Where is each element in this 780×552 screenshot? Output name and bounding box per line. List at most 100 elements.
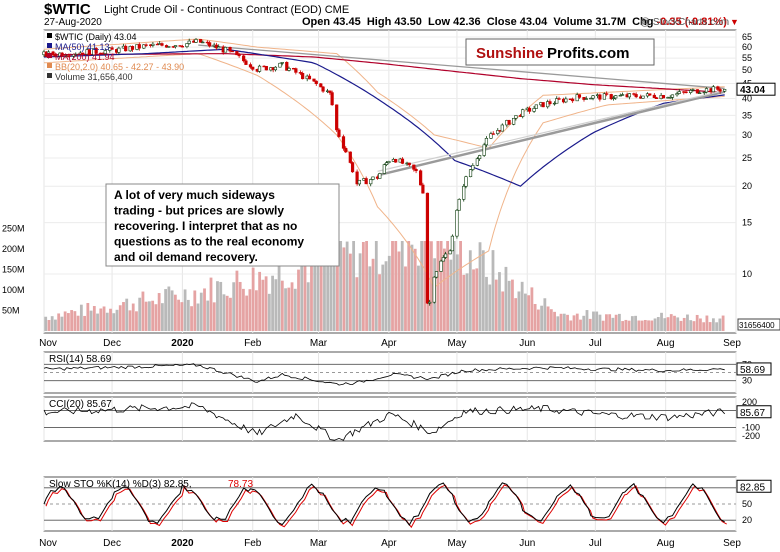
volume-bar: [507, 280, 511, 331]
price-candle-body: [555, 98, 559, 104]
price-candle-body: [691, 89, 695, 91]
volume-bar: [478, 242, 482, 331]
price-candle-body: [235, 51, 239, 56]
volume-bar: [705, 315, 709, 331]
bollinger-lower-line: [43, 53, 725, 289]
volume-tick-label: 50M: [2, 306, 20, 316]
price-candle-body: [571, 98, 575, 102]
price-candle-body: [552, 102, 557, 105]
volume-bar: [313, 243, 317, 331]
price-tick-label: 65: [742, 32, 752, 42]
volume-bar: [254, 290, 258, 331]
volume-bar: [177, 299, 180, 331]
volume-tick-label: 150M: [2, 265, 25, 275]
annotation-line: A lot of very much sideways: [114, 188, 275, 202]
price-candle-body: [512, 117, 516, 125]
rsi-line: [43, 363, 725, 386]
volume-bar: [157, 293, 161, 331]
volume-bar: [66, 313, 70, 331]
price-candle-body: [364, 178, 368, 185]
price-candle-body: [87, 49, 91, 56]
volume-bar: [125, 298, 129, 331]
price-candle-body: [475, 158, 479, 166]
volume-bar: [212, 302, 216, 331]
price-candle-body: [695, 89, 700, 94]
volume-bar: [60, 316, 64, 331]
volume-bar: [96, 313, 99, 331]
price-candle-body: [242, 55, 246, 62]
volume-bar: [348, 253, 352, 331]
price-tick-label: 35: [742, 110, 752, 120]
price-candle-body: [237, 54, 241, 57]
price-candle-body: [382, 164, 386, 174]
volume-bar: [199, 292, 203, 331]
volume-bar: [306, 282, 310, 331]
annotation-line: and oil demand recovery.: [114, 250, 258, 264]
volume-bar: [209, 277, 213, 331]
price-candle-body: [280, 61, 284, 64]
price-candle-body: [137, 44, 141, 49]
price-candle-body: [618, 95, 622, 97]
close-label: Close: [486, 16, 517, 28]
volume-bar: [472, 269, 475, 331]
volume-bar: [180, 302, 184, 331]
price-candle-body: [591, 95, 595, 99]
volume-bar: [297, 269, 300, 331]
volume-bar: [711, 318, 715, 331]
price-candle-body: [80, 52, 85, 55]
volume-bar: [54, 319, 57, 331]
volume-bar: [647, 320, 650, 331]
instrument-full-name: Light Crude Oil - Continuous Contract (E…: [104, 4, 322, 16]
volume-bar: [692, 321, 696, 331]
volume-bar: [585, 310, 589, 331]
price-candle-body: [335, 104, 339, 131]
price-candle-body: [534, 104, 538, 109]
price-candle-body: [507, 120, 511, 125]
price-candle-body: [244, 60, 248, 65]
legend-entry: MA(50) 41.13: [55, 42, 110, 52]
month-label-bottom: Sep: [723, 538, 741, 549]
month-label-top: Aug: [657, 338, 675, 349]
price-candle-body: [514, 115, 518, 119]
volume-bar: [569, 320, 573, 331]
price-candle-body: [294, 68, 298, 73]
volume-bar: [109, 308, 112, 331]
instrument-name: Light Crude Oil - Continuous Contract (E…: [104, 4, 349, 16]
volume-bar: [475, 268, 479, 331]
volume-bar: [504, 266, 508, 331]
price-candle-body: [407, 162, 411, 166]
volume-bar: [549, 309, 553, 331]
volume-bar: [83, 315, 86, 331]
volume-bar: [630, 316, 634, 331]
volume-bar: [99, 308, 103, 331]
last-volume-box: [737, 318, 780, 331]
price-candle-body: [716, 86, 720, 90]
volume-bar: [47, 319, 51, 331]
volume-bar: [358, 253, 362, 331]
volume-bar: [556, 316, 560, 331]
volume-bar: [394, 241, 398, 331]
volume-bar: [673, 315, 676, 331]
price-candle-body: [425, 192, 430, 304]
volume-bar: [144, 301, 148, 331]
price-tick-label: 40: [742, 93, 752, 103]
cci-label: CCI(20) 85.67: [49, 399, 112, 410]
volume-bar: [517, 291, 521, 331]
price-candle-body: [321, 86, 325, 92]
sto-label-k: Slow STO %K(14) %D(3) 82.85,: [49, 479, 192, 490]
volume-bar: [128, 310, 132, 331]
volume-bar: [543, 298, 547, 331]
legend-swatch: [47, 33, 52, 38]
volume-bar: [572, 315, 576, 331]
price-candle-body: [455, 209, 459, 237]
price-candle-body: [443, 253, 448, 258]
price-candle-body: [634, 94, 638, 98]
month-label-top: 2020: [171, 338, 194, 349]
volume-bar: [258, 271, 262, 331]
legend-swatch: [47, 73, 52, 78]
volume-bar: [164, 289, 168, 331]
price-candle-body: [419, 170, 423, 186]
volume-bar: [148, 301, 151, 331]
price-candle-body: [564, 98, 568, 103]
